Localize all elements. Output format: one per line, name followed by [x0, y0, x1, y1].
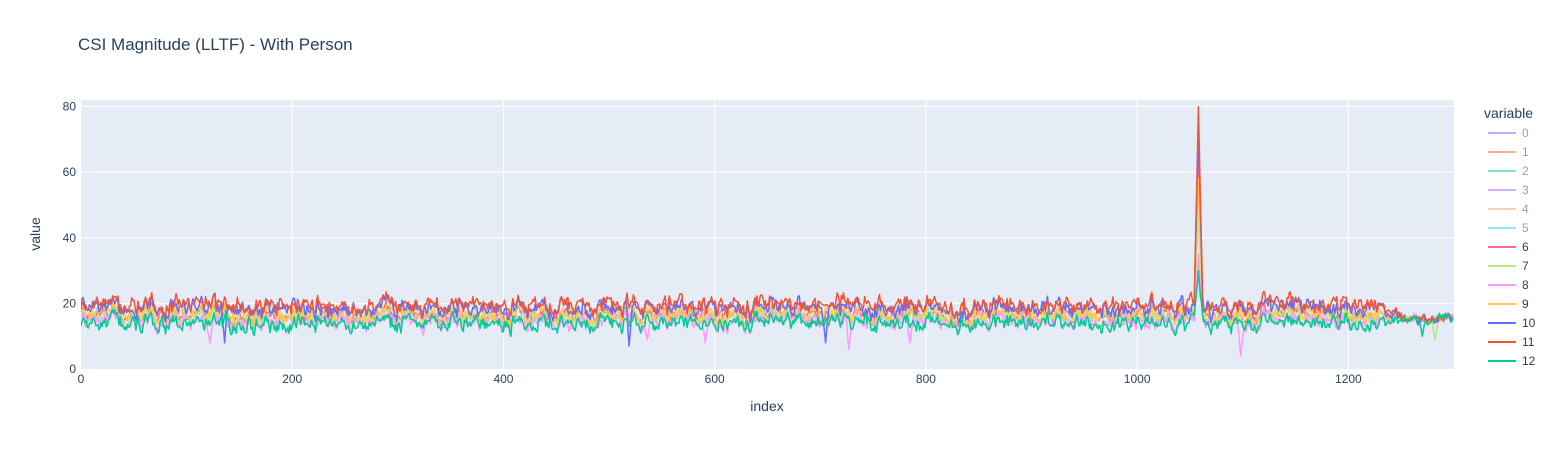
x-tick-label: 1200: [1335, 372, 1362, 386]
series-layer: [81, 105, 1454, 357]
legend-item-8[interactable]: 8: [1488, 278, 1529, 292]
legend-item-10[interactable]: 10: [1488, 316, 1536, 330]
x-tick-label: 1000: [1124, 372, 1151, 386]
series-line-12[interactable]: [81, 269, 1454, 338]
chart-title: CSI Magnitude (LLTF) - With Person: [78, 35, 353, 54]
y-tick-label: 80: [63, 100, 77, 114]
x-axis-title: index: [750, 398, 783, 414]
x-tick-label: 400: [493, 372, 513, 386]
legend-label: 12: [1522, 354, 1536, 368]
x-tick-label: 0: [78, 372, 85, 386]
y-tick-label: 0: [69, 362, 76, 376]
x-tick-label: 800: [916, 372, 936, 386]
x-tick-label: 200: [282, 372, 302, 386]
legend-label: 10: [1522, 316, 1536, 330]
legend-label: 8: [1522, 278, 1529, 292]
tick-layer: 0 200 400 600 800 1000 1200 0 20 40 60 80: [63, 100, 1362, 386]
legend-label: 4: [1522, 202, 1529, 216]
legend-label: 9: [1522, 297, 1529, 311]
legend-item-4[interactable]: 4: [1488, 202, 1529, 216]
legend-label: 1: [1522, 145, 1529, 159]
legend-item-1[interactable]: 1: [1488, 145, 1529, 159]
y-tick-label: 20: [63, 296, 77, 310]
legend-label: 0: [1522, 126, 1529, 140]
legend-title: variable: [1484, 105, 1533, 121]
legend-label: 11: [1522, 335, 1535, 349]
y-axis-title: value: [27, 217, 43, 251]
legend-item-7[interactable]: 7: [1488, 259, 1529, 273]
y-tick-label: 60: [63, 165, 77, 179]
x-tick-label: 600: [705, 372, 725, 386]
legend-item-9[interactable]: 9: [1488, 297, 1529, 311]
series-line-11[interactable]: [81, 105, 1454, 324]
legend-item-3[interactable]: 3: [1488, 183, 1529, 197]
legend-label: 2: [1522, 164, 1529, 178]
legend-label: 7: [1522, 259, 1529, 273]
legend-label: 6: [1522, 240, 1529, 254]
legend-item-0[interactable]: 0: [1488, 126, 1529, 140]
legend-item-6[interactable]: 6: [1488, 240, 1529, 254]
legend-label: 3: [1522, 183, 1529, 197]
y-tick-label: 40: [63, 231, 77, 245]
legend-item-11[interactable]: 11: [1488, 335, 1535, 349]
legend-label: 5: [1522, 221, 1529, 235]
legend-item-12[interactable]: 12: [1488, 354, 1536, 368]
legend-item-2[interactable]: 2: [1488, 164, 1529, 178]
legend-item-5[interactable]: 5: [1488, 221, 1529, 235]
